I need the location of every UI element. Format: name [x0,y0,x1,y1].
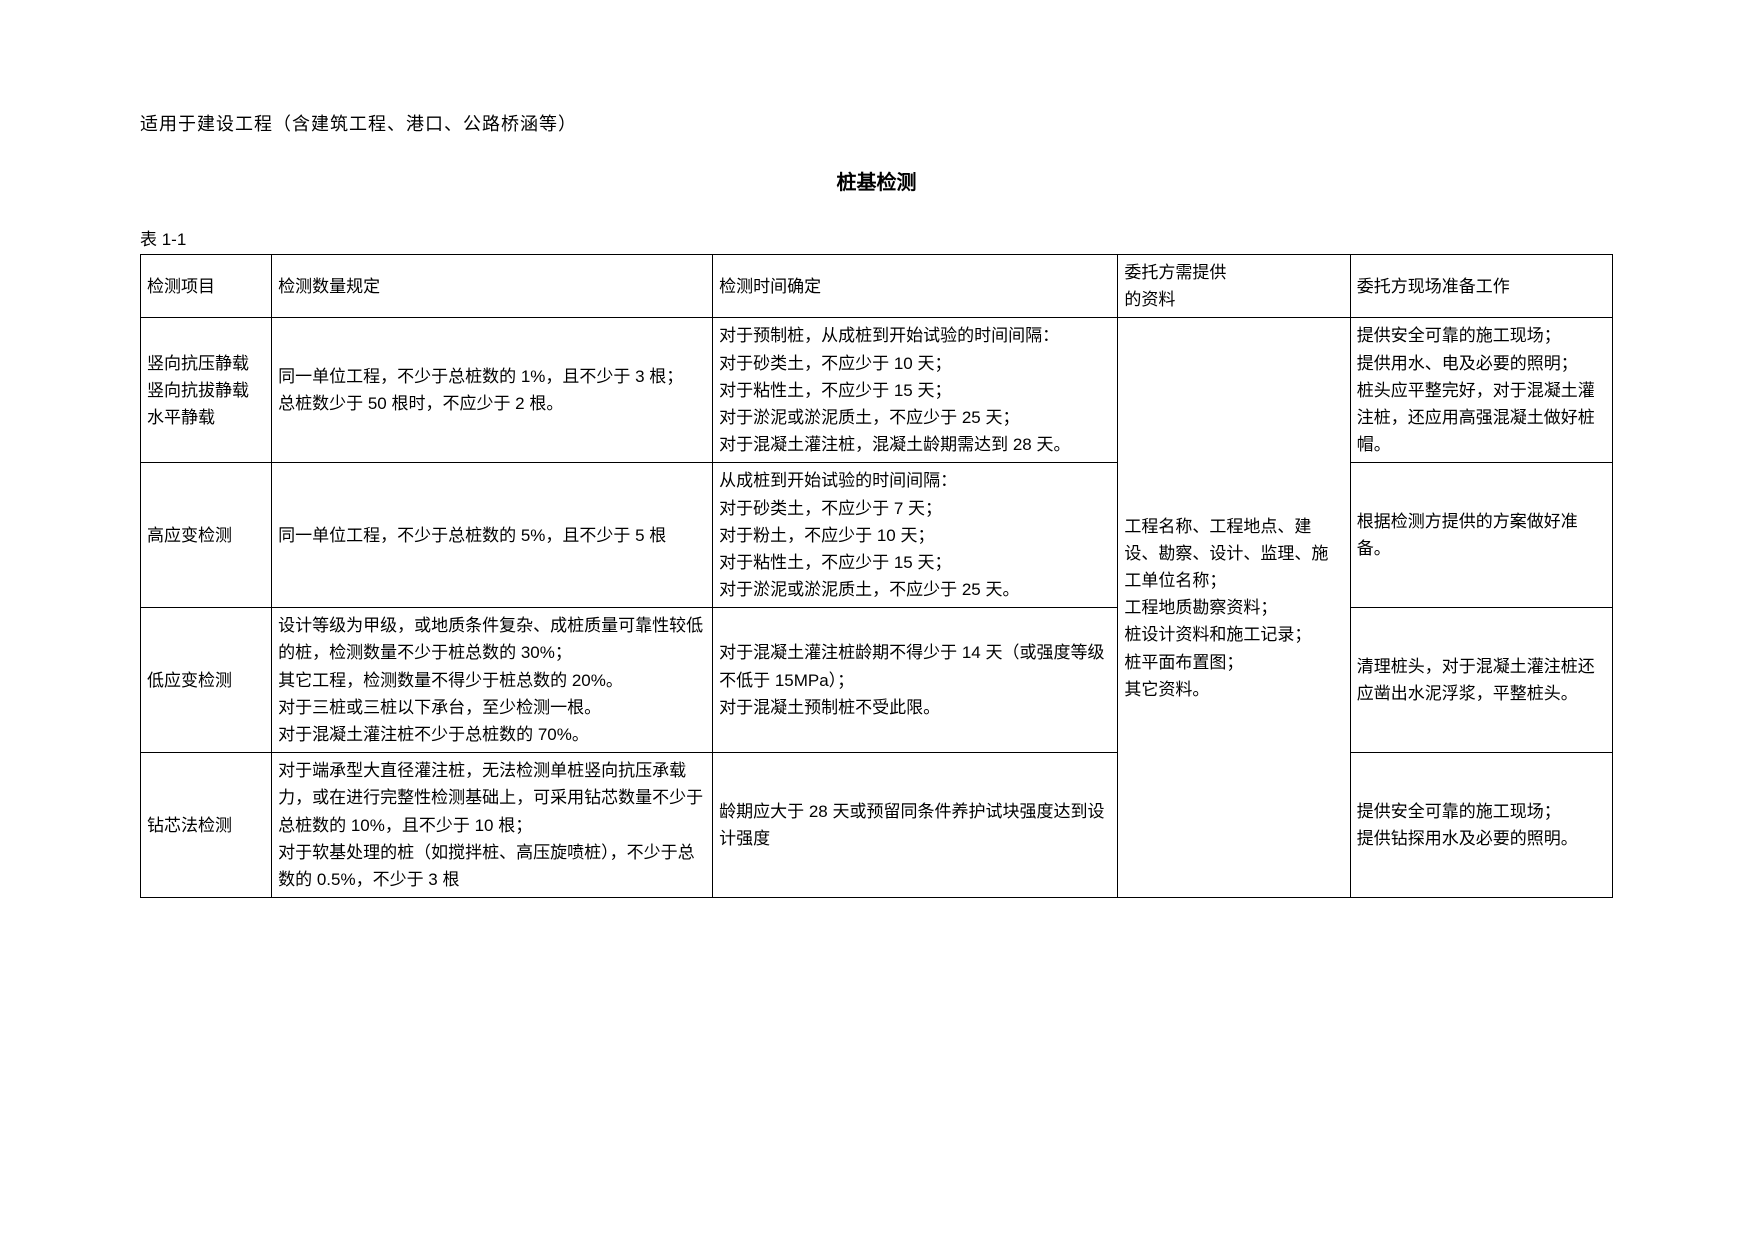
cell-c4-shared: 工程名称、工程地点、建设、勘察、设计、监理、施工单位名称；工程地质勘察资料；桩设… [1118,318,1350,898]
table-label: 表 1-1 [140,225,1613,250]
cell-c5: 清理桩头，对于混凝土灌注桩还应凿出水泥浮浆，平整桩头。 [1350,608,1612,753]
cell-c2: 同一单位工程，不少于总桩数的 5%，且不少于 5 根 [272,463,713,608]
cell-c2: 设计等级为甲级，或地质条件复杂、成桩质量可靠性较低的桩，检测数量不少于桩总数的 … [272,608,713,753]
cell-c1: 竖向抗压静载竖向抗拔静载水平静载 [141,318,272,463]
table-row: 高应变检测 同一单位工程，不少于总桩数的 5%，且不少于 5 根 从成桩到开始试… [141,463,1613,608]
cell-c3: 龄期应大于 28 天或预留同条件养护试块强度达到设计强度 [713,753,1118,898]
cell-c2: 对于端承型大直径灌注桩，无法检测单桩竖向抗压承载力，或在进行完整性检测基础上，可… [272,753,713,898]
table-row: 竖向抗压静载竖向抗拔静载水平静载 同一单位工程，不少于总桩数的 1%，且不少于 … [141,318,1613,463]
cell-c3: 对于混凝土灌注桩龄期不得少于 14 天（或强度等级不低于 15MPa）；对于混凝… [713,608,1118,753]
cell-c2: 同一单位工程，不少于总桩数的 1%，且不少于 3 根；总桩数少于 50 根时，不… [272,318,713,463]
cell-c1: 钻芯法检测 [141,753,272,898]
table-title: 桩基检测 [140,166,1613,195]
table-row: 钻芯法检测 对于端承型大直径灌注桩，无法检测单桩竖向抗压承载力，或在进行完整性检… [141,753,1613,898]
header-c3: 检测时间确定 [713,255,1118,318]
table-row: 低应变检测 设计等级为甲级，或地质条件复杂、成桩质量可靠性较低的桩，检测数量不少… [141,608,1613,753]
cell-c1: 低应变检测 [141,608,272,753]
header-c2: 检测数量规定 [272,255,713,318]
cell-c5: 根据检测方提供的方案做好准备。 [1350,463,1612,608]
intro-text: 适用于建设工程（含建筑工程、港口、公路桥涵等） [140,110,1613,136]
table-header-row: 检测项目 检测数量规定 检测时间确定 委托方需提供的资料 委托方现场准备工作 [141,255,1613,318]
cell-c3: 从成桩到开始试验的时间间隔：对于砂类土，不应少于 7 天；对于粉土，不应少于 1… [713,463,1118,608]
header-c4: 委托方需提供的资料 [1118,255,1350,318]
cell-c3: 对于预制桩，从成桩到开始试验的时间间隔：对于砂类土，不应少于 10 天；对于粘性… [713,318,1118,463]
cell-c5: 提供安全可靠的施工现场；提供用水、电及必要的照明；桩头应平整完好，对于混凝土灌注… [1350,318,1612,463]
header-c1: 检测项目 [141,255,272,318]
pile-test-table: 检测项目 检测数量规定 检测时间确定 委托方需提供的资料 委托方现场准备工作 竖… [140,254,1613,898]
cell-c5: 提供安全可靠的施工现场；提供钻探用水及必要的照明。 [1350,753,1612,898]
cell-c1: 高应变检测 [141,463,272,608]
header-c5: 委托方现场准备工作 [1350,255,1612,318]
